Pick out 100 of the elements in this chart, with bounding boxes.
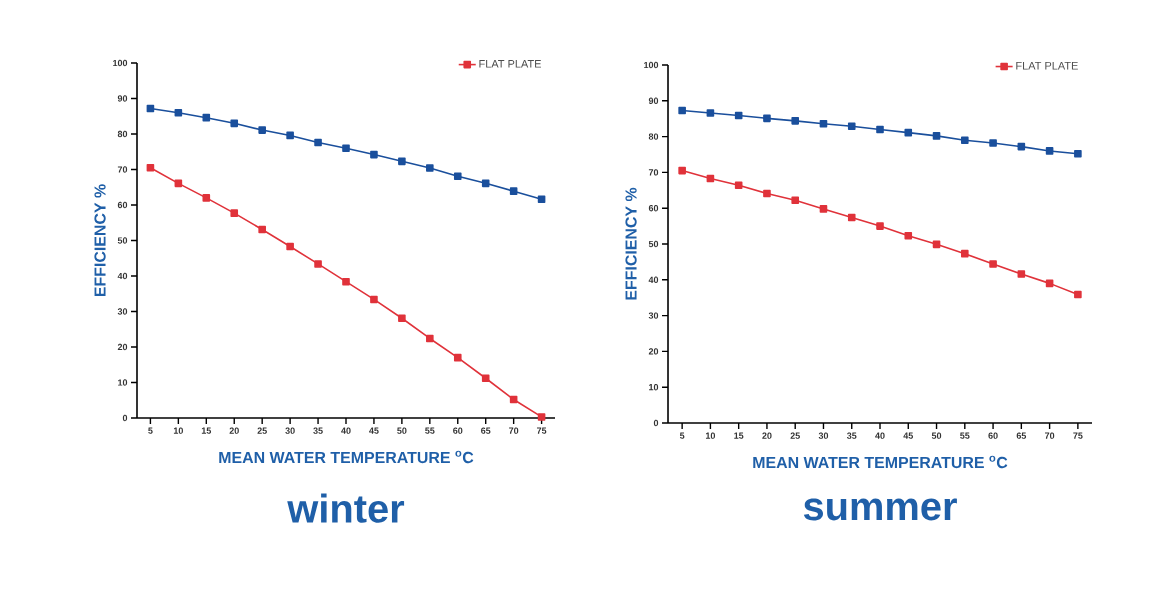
x-tick-label: 15 <box>201 427 212 434</box>
point <box>904 128 913 137</box>
y-tick-label: 40 <box>648 276 659 283</box>
point <box>1045 147 1054 155</box>
point <box>989 260 997 268</box>
point <box>258 126 266 134</box>
point <box>678 106 686 115</box>
point <box>146 163 155 172</box>
point <box>426 164 434 172</box>
point <box>706 109 715 117</box>
x-tick-label: 60 <box>988 432 998 439</box>
y-tick-label: 50 <box>648 240 659 248</box>
x-tick-label: 20 <box>229 427 239 434</box>
x-tick-label: 30 <box>818 432 829 439</box>
x-tick-label: 25 <box>790 432 800 439</box>
point <box>202 194 211 202</box>
x-tick-label: 10 <box>173 427 183 434</box>
point <box>932 132 941 140</box>
x-axis-title: MEAN WATER TEMPERATURE $^{o}$C <box>219 450 474 464</box>
y-tick-label: 10 <box>118 379 128 386</box>
point <box>763 114 771 123</box>
point <box>398 314 406 323</box>
y-tick-label: 50 <box>117 237 128 244</box>
y-tick-label: 30 <box>117 308 128 315</box>
point <box>734 181 743 190</box>
y-tick-label: 90 <box>117 95 128 102</box>
point <box>314 260 322 268</box>
x-tick-label: 50 <box>931 432 942 439</box>
point <box>989 139 997 147</box>
y-axis-title: EFFICIENCY % <box>625 187 637 300</box>
x-tick-label: 70 <box>509 427 519 434</box>
text: winter <box>287 493 405 523</box>
point <box>453 353 462 362</box>
point <box>230 119 239 128</box>
y-tick-label: 30 <box>648 312 659 319</box>
point <box>961 249 969 258</box>
point <box>678 166 686 175</box>
x-tick-label: 65 <box>1016 432 1027 439</box>
x-tick-label: 40 <box>341 427 351 434</box>
legend-label: FLAT PLATE <box>479 60 541 68</box>
y-tick-label: 60 <box>117 201 128 209</box>
y-tick-label: 0 <box>653 419 659 427</box>
y-tick-label: 100 <box>113 59 128 67</box>
point <box>509 187 518 195</box>
x-tick-label: 30 <box>285 427 295 434</box>
x-tick-label: 60 <box>453 427 463 434</box>
point <box>370 150 378 159</box>
point <box>398 157 406 166</box>
point <box>819 205 828 213</box>
x-tick-label: 55 <box>960 432 970 439</box>
y-tick-label: 20 <box>648 348 659 355</box>
point <box>847 213 856 222</box>
point <box>847 122 856 131</box>
x-tick-label: 65 <box>481 427 491 434</box>
y-tick-label: 100 <box>644 61 659 69</box>
point <box>314 138 322 147</box>
point <box>1074 149 1082 158</box>
point <box>370 295 378 304</box>
point <box>961 136 969 144</box>
point <box>819 119 828 128</box>
y-axis-title: EFFICIENCY % <box>94 184 106 297</box>
point <box>286 242 294 251</box>
point <box>202 113 211 122</box>
y-tick-label: 20 <box>117 343 128 351</box>
x-tick-label: 50 <box>397 427 407 434</box>
x-tick-label: 75 <box>1073 432 1083 439</box>
point <box>426 334 434 343</box>
point <box>1074 290 1082 299</box>
point <box>791 117 800 125</box>
y-tick-label: 80 <box>648 133 659 140</box>
x-tick-label: 35 <box>313 427 323 434</box>
point <box>1017 270 1026 278</box>
point <box>763 189 771 198</box>
x-tick-label: 20 <box>762 432 772 439</box>
x-tick-label: 45 <box>903 432 914 439</box>
x-tick-label: 75 <box>536 427 547 434</box>
point <box>342 144 350 152</box>
y-tick-label: 0 <box>122 414 128 422</box>
point <box>481 374 490 383</box>
y-tick-label: 90 <box>648 97 659 104</box>
x-tick-label: 10 <box>705 432 716 439</box>
point <box>791 196 800 205</box>
x-tick-label: 5 <box>679 432 685 439</box>
x-tick-label: 15 <box>734 432 744 439</box>
point <box>481 179 490 188</box>
point <box>876 222 884 230</box>
y-tick-label: 80 <box>117 130 128 138</box>
point <box>230 209 239 217</box>
y-tick-label: 70 <box>117 166 128 173</box>
text: summer <box>803 498 957 521</box>
point <box>342 277 350 286</box>
y-tick-label: 40 <box>117 272 128 280</box>
y-tick-label: 10 <box>649 384 659 391</box>
point <box>904 231 913 240</box>
y-tick-label: 60 <box>648 205 659 212</box>
x-tick-label: 45 <box>369 427 379 434</box>
point <box>453 172 462 181</box>
point <box>537 413 546 421</box>
x-tick-label: 40 <box>875 432 885 439</box>
x-tick-label: 25 <box>257 427 267 434</box>
